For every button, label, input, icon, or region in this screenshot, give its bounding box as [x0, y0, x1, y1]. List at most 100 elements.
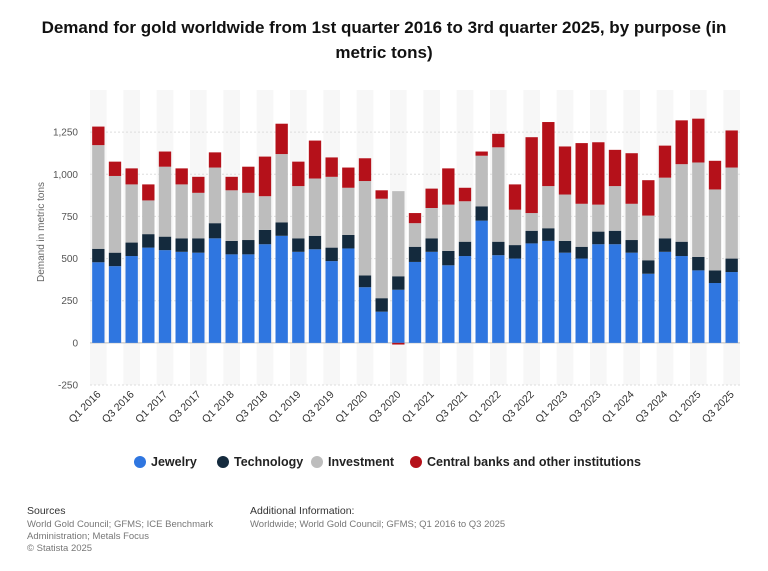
x-tick-label: Q1 2020 — [333, 389, 370, 426]
bar-segment — [475, 155, 488, 207]
bar-segment — [242, 192, 255, 241]
bar-segment — [225, 190, 238, 241]
bar-segment — [675, 241, 688, 257]
legend-label: Technology — [234, 455, 303, 469]
bar-segment — [458, 256, 472, 343]
bar-segment — [375, 190, 388, 199]
bar-segment — [208, 167, 222, 224]
bar-segment — [608, 186, 622, 231]
sources-text: World Gold Council; GFMS; ICE Benchmark … — [27, 519, 214, 542]
bar-segment — [625, 203, 638, 241]
bar-segment — [258, 156, 272, 197]
x-tick-label: Q3 2017 — [166, 389, 203, 426]
bar-segment — [558, 252, 572, 343]
bar-segment — [325, 157, 338, 177]
bar-segment — [208, 238, 222, 343]
footer-sources: Sources World Gold Council; GFMS; ICE Be… — [27, 505, 247, 555]
bar-segment — [325, 261, 338, 343]
bar-segment — [625, 240, 638, 253]
bar-segment — [675, 120, 688, 165]
bar-segment — [692, 162, 705, 257]
bar-segment — [375, 198, 388, 299]
bar-segment — [225, 176, 238, 191]
y-tick-label: 500 — [61, 254, 78, 265]
bar-segment — [358, 158, 372, 182]
bar-segment — [508, 258, 522, 343]
bar-segment — [508, 245, 522, 259]
bar-segment — [592, 231, 605, 245]
y-tick-label: 1,000 — [53, 170, 78, 181]
bar-segment — [258, 229, 272, 245]
bar-segment — [442, 168, 455, 205]
bar-segment — [425, 238, 438, 252]
bar-segment — [375, 311, 388, 343]
bar-segment — [142, 234, 155, 248]
bar-segment — [192, 252, 205, 343]
bar-segment — [175, 238, 188, 252]
legend-label: Central banks and other institutions — [427, 455, 641, 469]
sources-heading: Sources — [27, 505, 66, 517]
bar-segment — [542, 122, 555, 187]
y-tick-labels: -250 0 250 500 750 1,000 1,250 — [53, 128, 78, 392]
bar-segment — [492, 133, 505, 148]
bar-segment — [642, 273, 655, 343]
bar-segment — [92, 145, 105, 249]
bar-segment — [392, 191, 405, 277]
bar-segment — [725, 258, 738, 273]
bar-segment — [375, 298, 388, 312]
x-tick-label: Q3 2018 — [233, 389, 270, 426]
bar-segment — [192, 176, 205, 193]
bar-segment — [292, 238, 305, 252]
bar-segment — [525, 243, 538, 343]
bar-segment — [408, 223, 422, 247]
chart-title: Demand for gold worldwide from 1st quart… — [41, 18, 727, 62]
y-axis-label: Demand in metric tons — [36, 182, 47, 282]
x-tick-label: Q3 2021 — [433, 389, 470, 426]
x-tick-label: Q1 2022 — [466, 389, 503, 426]
bar-segment — [558, 146, 572, 195]
bar-segment — [125, 168, 138, 185]
legend-swatch — [217, 456, 229, 468]
additional-info-text: Worldwide; World Gold Council; GFMS; Q1 … — [250, 519, 506, 530]
bar-segment — [508, 184, 522, 210]
bar-segment — [675, 164, 688, 242]
bar-segment — [292, 161, 305, 187]
bar-segment — [692, 270, 705, 343]
bar-segment — [408, 261, 422, 343]
bar-segment — [592, 142, 605, 205]
bar-segment — [475, 206, 488, 221]
bar-segment — [242, 240, 255, 255]
bar-segment — [458, 241, 472, 257]
bar-segment — [242, 254, 255, 343]
bar-segment — [658, 145, 672, 178]
bar-segment — [275, 154, 288, 223]
bar-segment — [108, 161, 122, 176]
bar-segment — [708, 189, 722, 271]
y-tick-label: 250 — [61, 296, 78, 307]
bar-segment — [108, 266, 122, 343]
bar-segment — [642, 180, 655, 216]
bar-segment — [92, 126, 105, 146]
footer-additional-info: Additional Information: Worldwide; World… — [250, 505, 670, 531]
bar-segment — [558, 194, 572, 241]
bar-segment — [275, 222, 288, 236]
bar-segment — [575, 203, 588, 247]
x-tick-label: Q3 2023 — [566, 389, 603, 426]
legend-swatch — [134, 456, 146, 468]
bar-segment — [142, 247, 155, 343]
bar-segment — [158, 250, 172, 343]
bar-segment — [275, 123, 288, 155]
bar-segment — [158, 236, 172, 251]
bar-segment — [425, 251, 438, 343]
legend-swatch — [311, 456, 323, 468]
bar-segment — [625, 252, 638, 343]
bar-segment — [142, 200, 155, 235]
bar-segment — [642, 215, 655, 261]
x-tick-label: Q1 2018 — [200, 389, 237, 426]
bar-segment — [342, 248, 355, 343]
x-tick-label: Q3 2022 — [500, 389, 537, 426]
bar-segment — [225, 240, 238, 255]
bar-segment — [575, 246, 588, 259]
bar-segment — [608, 244, 622, 343]
bar-segment — [525, 230, 538, 244]
